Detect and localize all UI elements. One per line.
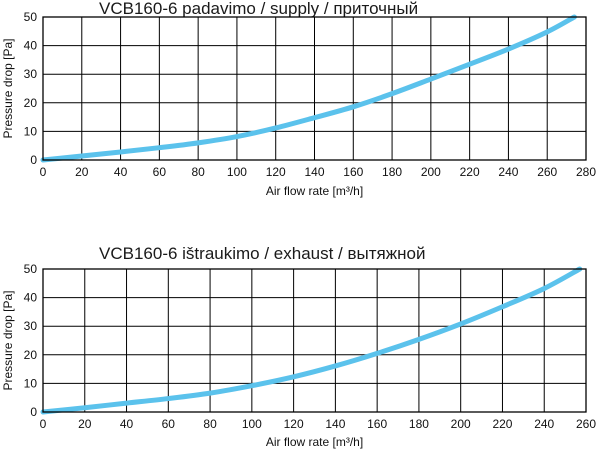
- x-tick-label: 120: [284, 417, 304, 431]
- exhaust-chart: VCB160-6 ištraukimo / exhaust / вытяжной…: [1, 244, 596, 449]
- chart-title: VCB160-6 padavimo / supply / приточный: [99, 0, 418, 18]
- y-tick-label: 20: [24, 348, 38, 362]
- x-axis-label: Air flow rate [m³/h]: [266, 435, 363, 449]
- chart-title: VCB160-6 ištraukimo / exhaust / вытяжной: [99, 244, 425, 263]
- y-tick-label: 30: [24, 67, 38, 81]
- x-tick-label: 40: [120, 417, 134, 431]
- x-axis-label: Air flow rate [m³/h]: [266, 184, 363, 198]
- x-tick-label: 100: [242, 417, 262, 431]
- y-tick-label: 50: [24, 262, 38, 276]
- series-line: [40, 14, 577, 163]
- supply-chart: VCB160-6 padavimo / supply / приточный 0…: [1, 0, 596, 198]
- x-tick-label: 180: [409, 417, 429, 431]
- y-tick-label: 50: [24, 10, 38, 24]
- plot-frame: [42, 16, 587, 161]
- x-tick-label: 240: [498, 165, 518, 179]
- grid: [42, 268, 587, 413]
- x-tick-label: 20: [78, 417, 92, 431]
- x-tick-label: 140: [325, 417, 345, 431]
- y-tick-label: 30: [24, 319, 38, 333]
- x-tick-label: 60: [153, 165, 167, 179]
- tick-labels: 0 20 40 60 80 100 120 140 160 180 200 220 240 260 0 10 2…: [24, 262, 597, 431]
- y-tick-label: 20: [24, 96, 38, 110]
- x-tick-label: 0: [40, 417, 47, 431]
- x-tick-label: 80: [203, 417, 217, 431]
- x-tick-label: 260: [537, 165, 557, 179]
- x-tick-label: 280: [576, 165, 596, 179]
- x-tick-label: 20: [75, 165, 89, 179]
- x-tick-label: 200: [421, 165, 441, 179]
- y-tick-label: 0: [30, 405, 37, 419]
- x-tick-label: 160: [367, 417, 387, 431]
- y-tick-label: 0: [30, 153, 37, 167]
- x-tick-label: 60: [162, 417, 176, 431]
- x-tick-label: 200: [451, 417, 471, 431]
- x-tick-label: 80: [191, 165, 205, 179]
- tick-labels: 0 20 40 60 80 100 120 140 160 180 200 220 240 260 280 0…: [24, 10, 597, 179]
- x-tick-label: 140: [304, 165, 324, 179]
- x-tick-label: 160: [343, 165, 363, 179]
- x-tick-label: 240: [534, 417, 554, 431]
- x-tick-label: 120: [266, 165, 286, 179]
- y-tick-label: 40: [24, 39, 38, 53]
- x-tick-label: 40: [114, 165, 128, 179]
- series-line: [40, 266, 583, 415]
- y-tick-label: 10: [24, 376, 38, 390]
- x-tick-label: 220: [492, 417, 512, 431]
- y-axis-label: Pressure drop [Pa]: [1, 290, 15, 390]
- x-tick-label: 260: [576, 417, 596, 431]
- y-tick-label: 40: [24, 291, 38, 305]
- x-tick-label: 0: [40, 165, 47, 179]
- y-axis-label: Pressure drop [Pa]: [1, 38, 15, 138]
- plot-frame: [42, 268, 587, 413]
- grid: [42, 16, 587, 161]
- y-tick-label: 10: [24, 124, 38, 138]
- x-tick-label: 180: [382, 165, 402, 179]
- x-tick-label: 220: [460, 165, 480, 179]
- x-tick-label: 100: [227, 165, 247, 179]
